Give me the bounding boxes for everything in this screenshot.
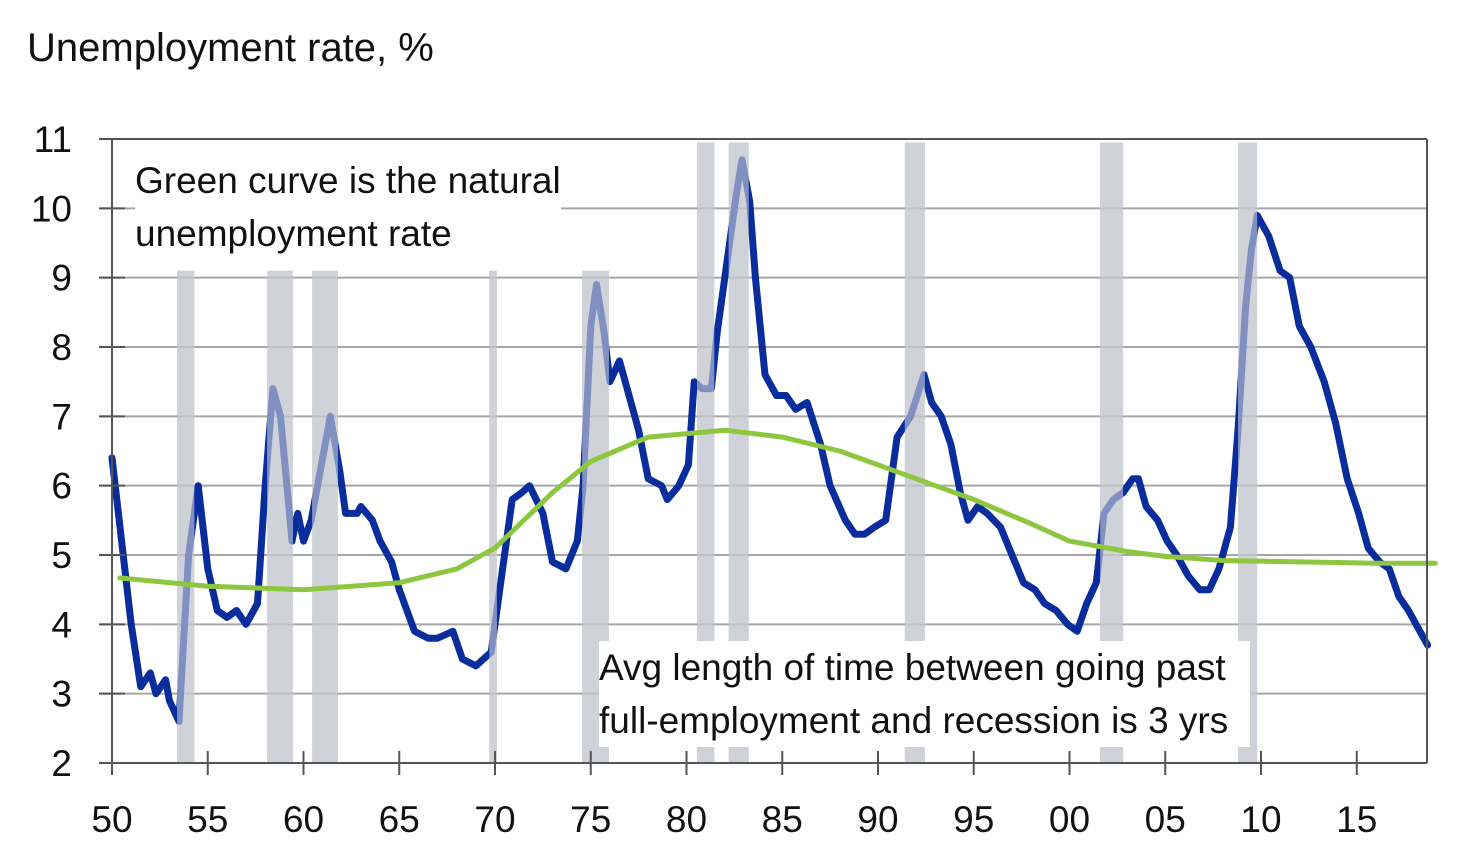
y-tick-label: 3 bbox=[51, 674, 72, 715]
recession-band-overlay bbox=[697, 142, 715, 763]
recession-band-overlay bbox=[489, 270, 497, 763]
recession-band-overlay bbox=[904, 142, 925, 763]
x-tick-label: 75 bbox=[570, 799, 611, 840]
y-tick-label: 9 bbox=[51, 258, 72, 299]
x-tick-label: 55 bbox=[187, 799, 228, 840]
recession-band-overlay bbox=[267, 270, 293, 763]
recession-band-overlay bbox=[728, 142, 749, 763]
natural-rate-line bbox=[117, 427, 1438, 593]
y-tick-label: 5 bbox=[51, 535, 72, 576]
y-tick-label: 6 bbox=[51, 466, 72, 507]
x-tick-label: 70 bbox=[474, 799, 515, 840]
x-tick-label: 65 bbox=[379, 799, 420, 840]
x-tick-label: 50 bbox=[91, 799, 132, 840]
natural-rate-series bbox=[117, 427, 1438, 593]
annotation-line: full-employment and recession is 3 yrs bbox=[599, 700, 1229, 741]
x-tick-label: 10 bbox=[1240, 799, 1281, 840]
x-tick-label: 85 bbox=[762, 799, 803, 840]
y-tick-label: 2 bbox=[51, 743, 72, 784]
x-tick-labels: 50 55 60 65 70 75 80 85 90 95 00 05 10 15 bbox=[91, 799, 1377, 840]
y-tick-label: 4 bbox=[51, 604, 72, 645]
x-tick-label: 05 bbox=[1145, 799, 1186, 840]
avg-length-annotation: Avg length of time between going past fu… bbox=[599, 641, 1251, 747]
recession-band-overlay bbox=[312, 270, 338, 763]
recession-band-overlay bbox=[1238, 142, 1258, 763]
recession-band-overlay bbox=[177, 270, 195, 763]
x-tick-label: 60 bbox=[283, 799, 324, 840]
annotation-line: Avg length of time between going past bbox=[599, 647, 1226, 688]
x-tick-label: 80 bbox=[666, 799, 707, 840]
x-tick-label: 00 bbox=[1049, 799, 1090, 840]
annotation-line: Green curve is the natural bbox=[135, 160, 561, 201]
y-tick-label: 8 bbox=[51, 327, 72, 368]
y-tick-labels: 2 3 4 5 6 7 8 9 10 11 bbox=[31, 119, 72, 784]
y-tick-label: 11 bbox=[34, 119, 72, 160]
x-tick-label: 15 bbox=[1336, 799, 1377, 840]
chart-title: Unemployment rate, % bbox=[27, 26, 434, 70]
natural-rate-annotation: Green curve is the natural unemployment … bbox=[135, 154, 561, 260]
axes bbox=[99, 138, 1428, 775]
annotation-line: unemployment rate bbox=[135, 213, 452, 254]
y-tick-label: 10 bbox=[31, 188, 72, 229]
x-tick-label: 95 bbox=[953, 799, 994, 840]
unemployment-series bbox=[108, 142, 1432, 763]
x-tick-label: 90 bbox=[857, 799, 898, 840]
recession-band-overlay bbox=[1100, 142, 1124, 763]
y-tick-label: 7 bbox=[51, 396, 72, 437]
